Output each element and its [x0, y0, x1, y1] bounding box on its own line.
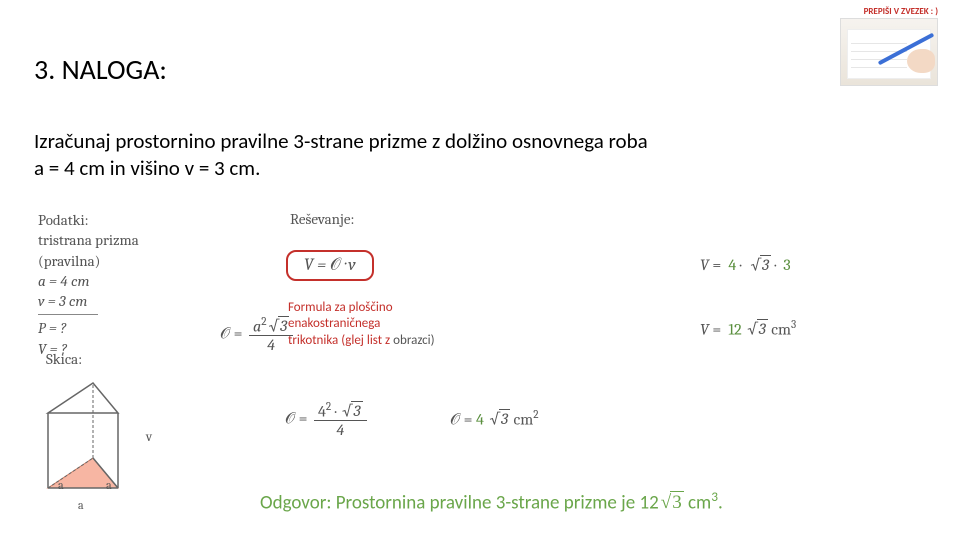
sketch-label: Skica: — [46, 350, 82, 368]
area-result: 𝒪 = 4 3 cm2 — [450, 408, 539, 429]
sketch-a-label-2: a — [106, 478, 112, 492]
data-shape: tristrana prizma — [38, 230, 139, 250]
sketch-v-label: v — [146, 430, 152, 445]
data-heading: Podatki: — [38, 210, 139, 230]
problem-line-2: a = 4 cm in višino v = 3 cm. — [34, 155, 260, 181]
sketch-a-label-1: a — [78, 498, 84, 512]
area-formula: 𝒪 = a23 4 — [220, 315, 296, 354]
data-regular: (pravilna) — [38, 251, 139, 271]
copy-note: PREPIŠI V ZVEZEK : ) — [864, 6, 938, 17]
area-formula-note: Formula za ploščino enakostraničnega tri… — [288, 300, 478, 349]
area-substituted: 𝒪 = 42 · 3 4 — [285, 400, 370, 439]
problem-statement: Izračunaj prostornino pravilne 3-strane … — [34, 128, 854, 183]
exercise-title: 3. NALOGA: — [34, 52, 167, 87]
answer-line: Odgovor: Prostornina pravilne 3-strane p… — [260, 488, 723, 514]
notebook-photo — [840, 18, 938, 86]
prism-sketch — [38, 378, 148, 508]
volume-substituted: V = 4 · 3 · 3 — [700, 255, 791, 274]
data-P: P = ? — [38, 318, 139, 338]
given-data: Podatki: tristrana prizma (pravilna) a =… — [38, 210, 139, 359]
data-v: v = 3 cm — [38, 291, 139, 311]
sketch-a-label-3: a — [58, 478, 64, 492]
solving-heading: Reševanje: — [290, 210, 354, 228]
volume-result: V = 12 3 cm3 — [700, 318, 796, 338]
problem-line-1: Izračunaj prostornino pravilne 3-strane … — [34, 128, 648, 154]
volume-formula-circled: V = 𝒪 · v — [286, 250, 374, 281]
data-a: a = 4 cm — [38, 271, 139, 291]
